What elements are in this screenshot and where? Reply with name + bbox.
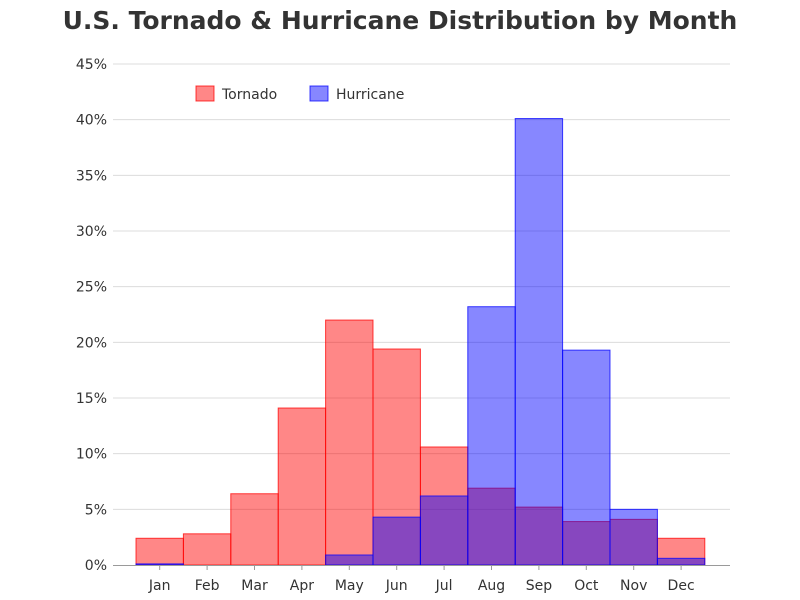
legend-swatch-tornado — [195, 85, 215, 102]
bar-hurricane-aug — [467, 306, 516, 566]
y-tick-label: 20% — [76, 335, 107, 351]
x-tick-label: Jan — [148, 578, 171, 594]
bar-hurricane-jun — [372, 516, 421, 566]
bar-hurricane-dec — [656, 557, 706, 566]
x-tick-label: Oct — [574, 578, 599, 594]
bars-layer — [135, 118, 706, 566]
y-tick-label: 5% — [85, 502, 107, 518]
x-tick-label: Apr — [290, 578, 314, 594]
x-tick-label: Jun — [385, 578, 408, 594]
grid-layer — [113, 63, 730, 510]
chart-title: U.S. Tornado & Hurricane Distribution by… — [62, 6, 738, 35]
y-tick-label: 45% — [76, 57, 107, 73]
legend-label-hurricane: Hurricane — [336, 87, 404, 103]
x-tick-label: Feb — [195, 578, 220, 594]
axis-layer: 0% 5% 10% 15% 20% 25% 30% 35% 40% 45% Jan Feb Mar Apr… — [76, 57, 730, 594]
x-tick-label: Jul — [435, 578, 453, 594]
bar-hurricane-nov — [609, 508, 658, 566]
legend: Tornado Hurricane — [195, 85, 404, 103]
legend-label-tornado: Tornado — [221, 87, 277, 103]
bar-tornado-jul — [419, 446, 469, 566]
y-tick-label: 40% — [76, 113, 107, 129]
x-tick-label: Aug — [478, 578, 505, 594]
bar-hurricane-jul — [419, 495, 469, 566]
legend-swatch-hurricane — [309, 85, 329, 102]
x-tick-label: Nov — [620, 578, 647, 594]
y-tick-label: 10% — [76, 447, 107, 463]
x-tick-label: Sep — [526, 578, 553, 594]
x-tick-label: May — [335, 578, 364, 594]
bar-tornado-mar — [230, 493, 279, 566]
bar-hurricane-sep — [514, 118, 564, 566]
y-tick-label: 35% — [76, 168, 107, 184]
y-tick-label: 15% — [76, 391, 107, 407]
y-tick-label: 25% — [76, 280, 107, 296]
bar-tornado-aug — [467, 487, 516, 566]
bar-hurricane-oct — [562, 349, 611, 566]
bar-tornado-may — [325, 319, 374, 566]
bar-tornado-sep — [514, 506, 564, 566]
bar-tornado-apr — [277, 407, 327, 566]
bar-hurricane-may — [325, 554, 374, 566]
bar-hurricane-jan — [135, 563, 184, 566]
x-tick-label: Dec — [668, 578, 695, 594]
bar-tornado-jun — [372, 348, 421, 566]
x-tick-label: Mar — [241, 578, 268, 594]
bar-tornado-feb — [182, 533, 232, 566]
y-tick-label: 0% — [85, 558, 107, 574]
y-tick-label: 30% — [76, 224, 107, 240]
bar-tornado-jan — [135, 537, 184, 566]
